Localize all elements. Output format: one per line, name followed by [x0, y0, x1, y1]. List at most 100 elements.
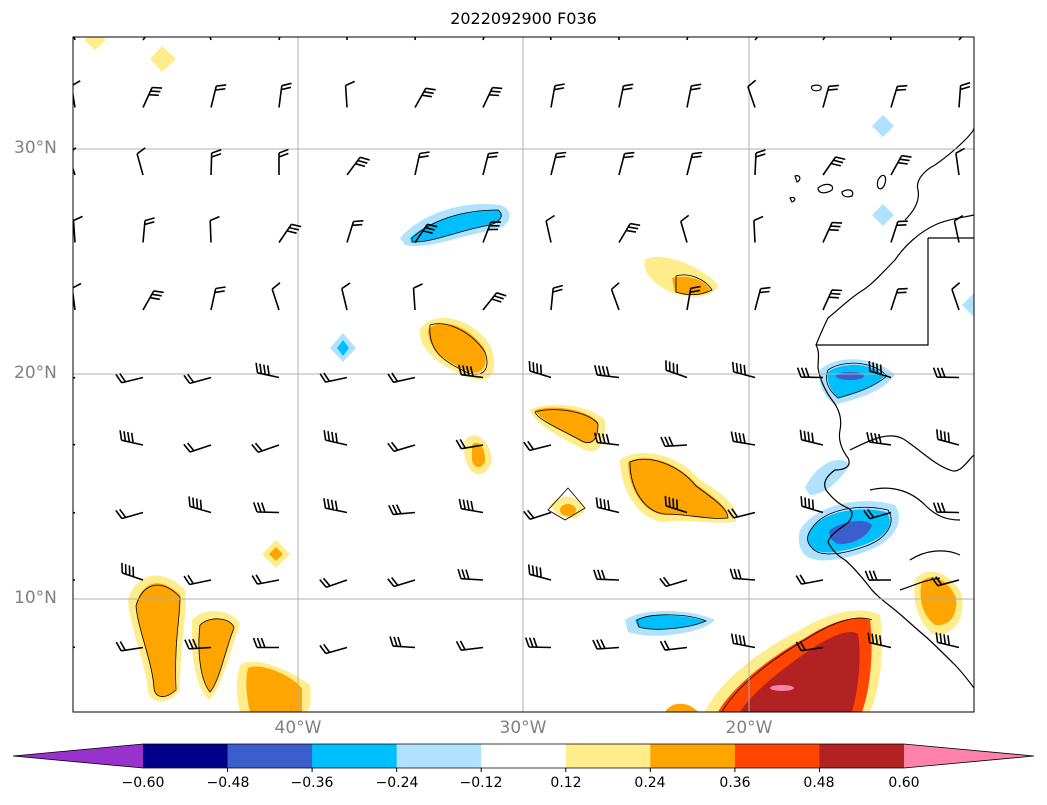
- wind-barb: [730, 633, 756, 649]
- wind-barb: [686, 151, 703, 176]
- wind-barb: [890, 154, 912, 176]
- wind-barb: [523, 440, 552, 452]
- contour-line: [135, 584, 181, 697]
- wind-barb: [686, 83, 702, 108]
- wind-barb: [795, 641, 824, 652]
- warm-region-mid2-core: [628, 458, 729, 519]
- wind-barb: [618, 83, 634, 108]
- warm-region-mid5-core: [472, 442, 486, 468]
- wind-barb: [730, 431, 756, 446]
- contour-line: [826, 362, 888, 399]
- wind-barb: [822, 221, 843, 243]
- map-title: 2022092900 F036: [450, 9, 597, 28]
- warm-region-mid6-core: [560, 504, 576, 516]
- cool-region-south-core: [635, 615, 705, 630]
- contour-line: [429, 323, 488, 375]
- warm-region-southeast-inner: [740, 631, 860, 712]
- wind-barb: [931, 576, 960, 587]
- cool-region-east1-inner: [836, 372, 864, 380]
- lat-label-10n: 10°N: [14, 588, 57, 608]
- contour-line: [411, 209, 502, 243]
- wind-barb: [455, 438, 484, 450]
- wind-barb: [686, 285, 701, 311]
- lat-label-30n: 30°N: [14, 138, 57, 158]
- wind-barb: [271, 282, 281, 311]
- wind-barb: [618, 151, 635, 176]
- colorbar-tick-label: −0.36: [290, 775, 334, 791]
- colorbar-tick-label: −0.48: [206, 775, 250, 791]
- wind-barb: [142, 86, 163, 108]
- wind-barb: [389, 636, 416, 649]
- wind-barb: [319, 577, 348, 589]
- colorbar-tick-label: 0.12: [550, 775, 582, 791]
- warm-region-sw2-core: [198, 618, 234, 692]
- wind-barb: [593, 569, 620, 581]
- warm-region-mid1-core: [428, 323, 486, 373]
- wind-barb: [932, 367, 960, 379]
- wind-barb: [618, 37, 620, 41]
- wind-barb: [210, 286, 226, 311]
- wind-barb: [142, 217, 155, 243]
- wind-barb: [953, 214, 964, 243]
- wind-barb: [414, 37, 417, 41]
- wind-barb: [414, 87, 436, 108]
- wind-barb: [659, 640, 688, 651]
- wind-barb: [251, 442, 280, 453]
- wind-barb: [278, 148, 289, 175]
- contour-line: [721, 617, 873, 712]
- wind-barb: [115, 641, 144, 652]
- wind-barb: [73, 511, 76, 514]
- grid-lines: [73, 37, 974, 712]
- wind-barb: [523, 509, 552, 520]
- lon-label-20w: 20°W: [725, 718, 773, 738]
- wind-barb: [932, 502, 960, 514]
- wind-barb: [594, 365, 620, 379]
- wind-barb: [890, 287, 908, 311]
- wind-barb: [323, 430, 348, 446]
- wind-barbs: [73, 37, 971, 655]
- contour-lines: [135, 209, 892, 712]
- wind-barb: [319, 643, 348, 655]
- wind-barb: [867, 632, 892, 649]
- wind-barb: [252, 502, 280, 514]
- contour-line: [198, 618, 235, 693]
- wind-barb: [680, 214, 690, 243]
- wind-barb: [319, 372, 348, 383]
- wind-barb: [209, 215, 220, 243]
- wind-barb: [747, 79, 757, 108]
- wind-barb: [936, 429, 960, 446]
- wind-barb: [799, 429, 824, 446]
- contour-line: [534, 409, 599, 443]
- island: [810, 84, 822, 92]
- wind-barb: [659, 576, 688, 588]
- wind-barb: [550, 151, 567, 176]
- wind-barb: [414, 223, 438, 243]
- warm-region-spot1-core: [269, 547, 283, 561]
- wind-barb: [119, 430, 144, 446]
- wind-barb: [414, 151, 430, 176]
- wind-barb: [341, 282, 351, 311]
- wind-barb: [664, 495, 688, 514]
- wind-barb: [73, 282, 82, 311]
- wind-barb: [136, 147, 146, 176]
- contour-line: [547, 487, 586, 521]
- wind-barb: [457, 568, 484, 581]
- wind-barb: [482, 292, 507, 311]
- wind-barb: [754, 286, 771, 311]
- wind-barb: [610, 282, 620, 311]
- wind-barb: [323, 498, 348, 514]
- wind-barb: [183, 442, 212, 453]
- wind-barb: [387, 441, 416, 453]
- wind-barb: [184, 638, 212, 650]
- lon-label-40w: 40°W: [274, 718, 322, 738]
- warm-region-sw3-core: [246, 666, 302, 712]
- cool-region-spot4: [962, 293, 974, 317]
- wind-barb: [660, 436, 688, 448]
- wind-barb: [73, 579, 76, 582]
- contour-line: [636, 614, 707, 630]
- wind-barb: [889, 37, 892, 41]
- wind-barb: [592, 639, 620, 650]
- wind-barb: [458, 498, 484, 514]
- warm-region-sw1-core: [136, 583, 180, 697]
